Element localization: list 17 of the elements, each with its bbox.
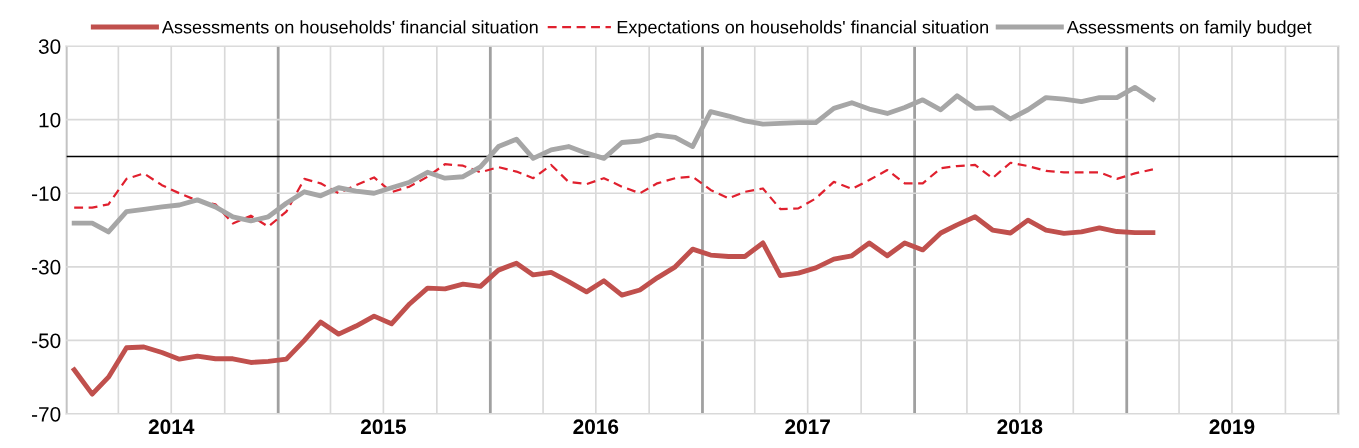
legend-label: Assessments on family budget [1066,20,1312,38]
y-tick-label: -30 [32,259,61,275]
x-tick-label: 2018 [997,419,1043,435]
y-tick-label: 30 [38,39,61,54]
legend-label: Assessments on households' financial situation [161,20,538,34]
x-tick-label: 2015 [360,419,406,435]
legend-label: Expectations on households' financial situation [617,20,988,38]
y-tick-label: -70 [32,406,61,422]
x-tick-label: 2017 [785,419,830,435]
y-tick-label: -50 [32,333,61,349]
line-series [73,161,1155,228]
y-tick-label: -10 [32,186,61,202]
y-tick-label: 10 [39,112,61,128]
x-tick-label: 2014 [148,419,195,435]
x-tick-label: 2019 [1209,419,1255,435]
x-tick-label: 2016 [573,419,619,435]
line-series [71,214,1156,397]
